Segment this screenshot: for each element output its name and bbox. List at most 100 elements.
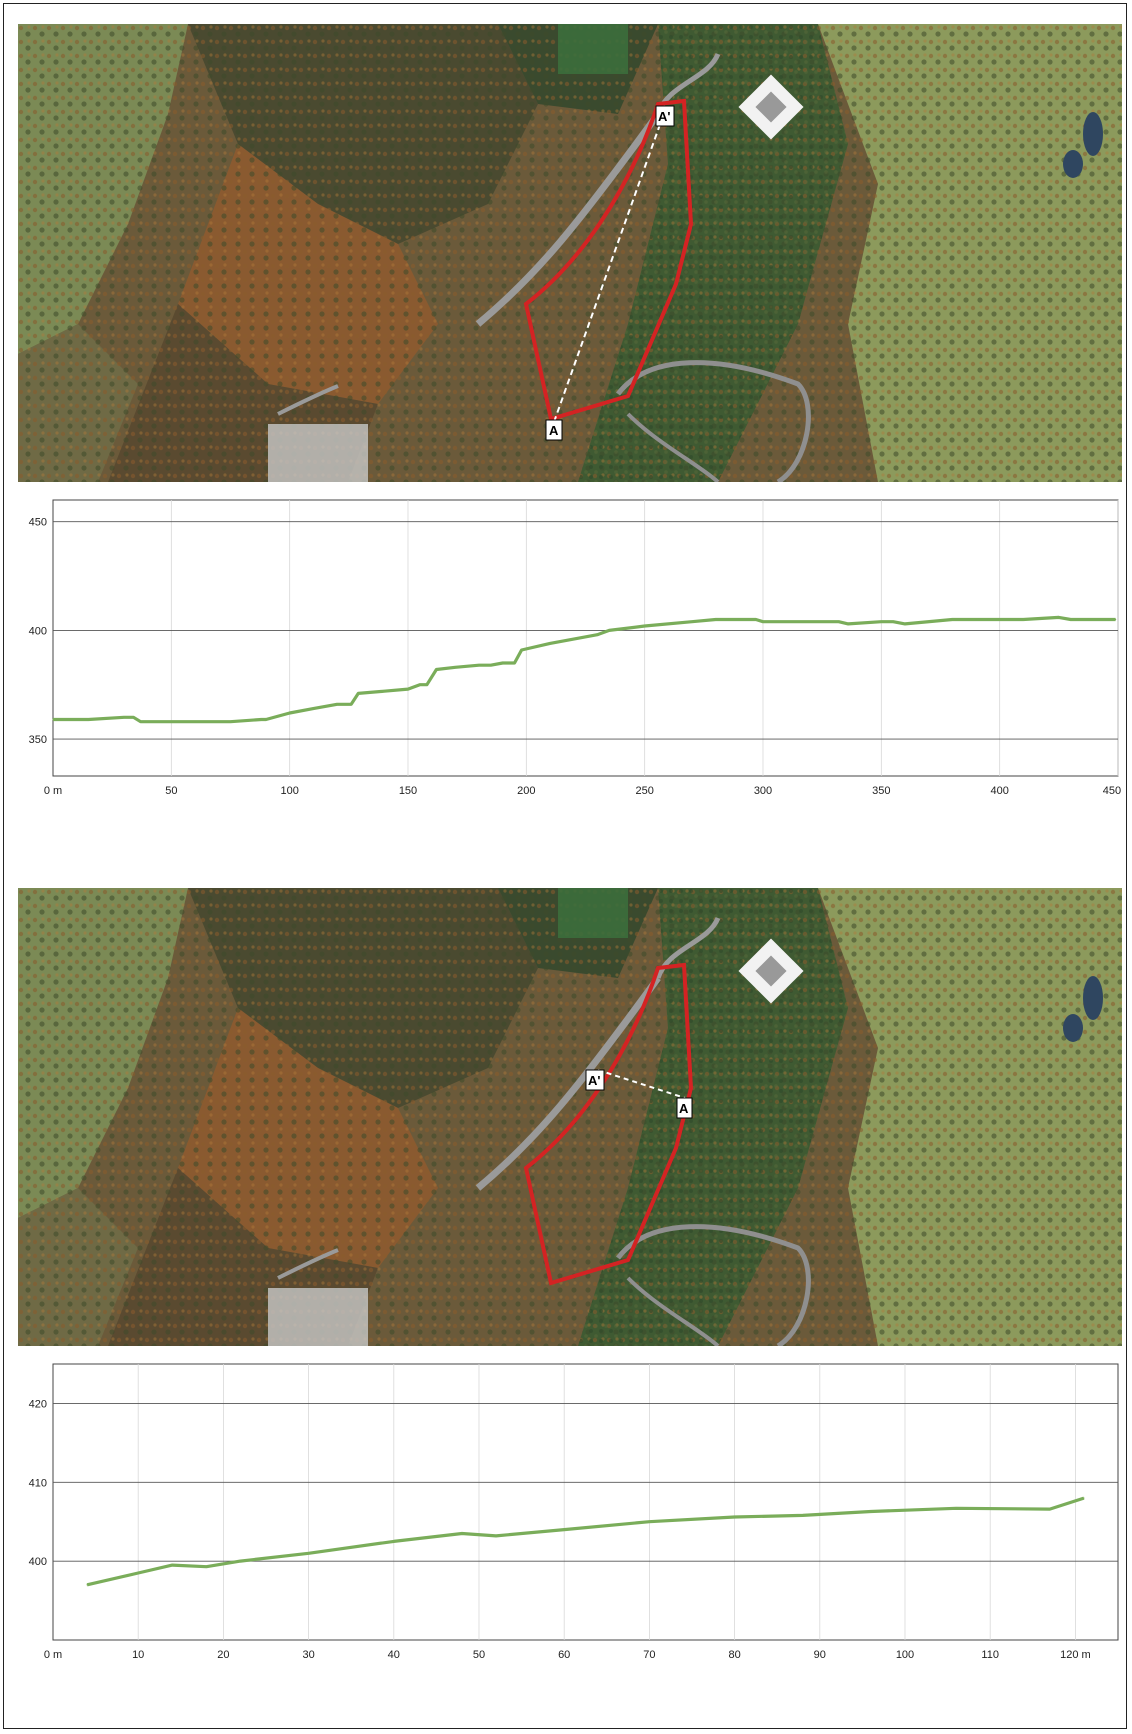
marker-a-start-2: A bbox=[676, 1097, 693, 1119]
x-tick-label: 100 bbox=[280, 785, 298, 797]
elevation-point bbox=[904, 623, 906, 625]
elevation-point bbox=[393, 1540, 395, 1543]
elevation-profile-bottom: 0 m 10 20 30 40 50 60 70 80 90 100 110 120 m 400 410 42… bbox=[18, 1362, 1122, 1672]
elevation-point bbox=[419, 684, 421, 686]
elevation-point bbox=[513, 662, 516, 664]
elevation-point bbox=[205, 1566, 207, 1568]
marker-a-start-label: A bbox=[549, 423, 559, 438]
elevation-point bbox=[847, 623, 849, 625]
x-tick-label: 450 m bbox=[1103, 785, 1122, 797]
x-tick-label: 250 bbox=[635, 785, 653, 797]
elevation-point bbox=[573, 638, 575, 640]
elevation-line bbox=[53, 615, 1116, 724]
elevation-point bbox=[951, 618, 953, 621]
elevation-point bbox=[454, 666, 456, 668]
elevation-point bbox=[502, 662, 504, 664]
elevation-point bbox=[955, 1507, 957, 1509]
elevation-point bbox=[407, 688, 409, 690]
x-tick-label: 110 bbox=[981, 1649, 999, 1661]
profile-line bbox=[553, 115, 664, 423]
elevation-point bbox=[218, 721, 220, 723]
marker-a-start: A bbox=[545, 419, 563, 441]
elevation-point bbox=[608, 629, 610, 631]
site-boundary-outline-2 bbox=[523, 962, 694, 1286]
elevation-point bbox=[648, 1521, 651, 1523]
aerial-map-image-2: A A' bbox=[18, 888, 1122, 1346]
y-tick-label: 450 bbox=[29, 517, 47, 529]
plot-area bbox=[52, 1363, 1119, 1641]
x-tick-label: 90 bbox=[814, 1649, 826, 1661]
y-tick-label: 400 bbox=[29, 625, 47, 637]
elevation-point bbox=[490, 664, 492, 666]
elevation-chart-1: 0 m 50 100 150 200 250 300 350 400 450 m 350 400 450 bbox=[29, 499, 1122, 797]
elevation-point bbox=[171, 1564, 173, 1566]
elevation-point bbox=[495, 1535, 497, 1537]
x-tick-label: 0 m bbox=[44, 1649, 62, 1661]
elevation-point bbox=[312, 708, 314, 710]
elevation-point bbox=[802, 1514, 804, 1517]
x-tick-label: 350 bbox=[872, 785, 890, 797]
x-tick-label: 120 m bbox=[1060, 1649, 1091, 1661]
elevation-point bbox=[170, 721, 172, 723]
x-tick-label: 10 bbox=[132, 1649, 144, 1661]
elevation-point bbox=[987, 618, 989, 621]
elevation-point bbox=[521, 649, 523, 651]
x-tick-label: 80 bbox=[728, 1649, 740, 1661]
elevation-point bbox=[137, 1572, 139, 1574]
aerial-map-bottom[interactable]: A A' bbox=[18, 888, 1122, 1346]
elevation-point bbox=[870, 1510, 872, 1513]
marker-a-end: A' bbox=[655, 105, 675, 127]
x-tick-label: 150 bbox=[399, 785, 417, 797]
elevation-point bbox=[1115, 618, 1117, 621]
elevation-point bbox=[461, 1532, 463, 1535]
elevation-point bbox=[336, 703, 338, 705]
elevation-point bbox=[229, 721, 232, 723]
marker-a-end-label: A' bbox=[658, 109, 670, 124]
elevation-point bbox=[691, 621, 693, 623]
elevation-point bbox=[755, 618, 757, 621]
x-tick-label: 200 bbox=[517, 785, 535, 797]
site-boundary-outline bbox=[523, 98, 694, 422]
elevation-point bbox=[289, 712, 291, 714]
elevation-point bbox=[308, 1552, 310, 1554]
x-tick-label: 300 bbox=[754, 785, 772, 797]
elevation-point bbox=[738, 618, 740, 621]
elevation-point bbox=[1022, 618, 1024, 621]
elevation-profile-top: 0 m 50 100 150 200 250 300 350 400 450 m 350 400 450 bbox=[18, 498, 1122, 808]
elevation-point bbox=[1049, 1508, 1051, 1510]
x-tick-label: 50 bbox=[165, 785, 177, 797]
aerial-map-image: A A' bbox=[18, 24, 1122, 482]
elevation-point bbox=[123, 716, 125, 718]
x-tick-label: 60 bbox=[558, 1649, 570, 1661]
page-frame bbox=[3, 3, 1127, 1729]
x-tick-label: 400 bbox=[990, 785, 1008, 797]
elevation-point bbox=[1058, 616, 1060, 618]
x-tick-label: 0 m bbox=[44, 785, 62, 797]
x-tick-label: 20 bbox=[217, 1649, 229, 1661]
y-tick-label: 400 bbox=[29, 1556, 47, 1568]
elevation-point bbox=[132, 716, 135, 718]
elevation-point bbox=[52, 718, 54, 721]
elevation-point bbox=[383, 690, 385, 692]
y-tick-label: 420 bbox=[29, 1398, 47, 1410]
elevation-point bbox=[644, 625, 646, 627]
marker-a-end-2: A' bbox=[585, 1069, 605, 1091]
elevation-point bbox=[350, 703, 352, 705]
x-tick-label: 30 bbox=[302, 1649, 314, 1661]
y-tick-label: 410 bbox=[29, 1477, 47, 1489]
elevation-point bbox=[1083, 1497, 1085, 1499]
elevation-point bbox=[596, 634, 598, 636]
elevation-point bbox=[838, 621, 840, 623]
elevation-point bbox=[426, 684, 428, 686]
elevation-point bbox=[86, 1584, 88, 1586]
elevation-point bbox=[762, 621, 764, 623]
elevation-point bbox=[563, 1529, 565, 1531]
aerial-map-top[interactable]: A A' bbox=[18, 24, 1122, 482]
elevation-point bbox=[734, 1516, 736, 1518]
marker-a-start-label-2: A bbox=[679, 1101, 689, 1116]
elevation-point bbox=[880, 621, 882, 623]
elevation-point bbox=[549, 642, 551, 645]
elevation-point bbox=[260, 718, 262, 721]
elevation-point bbox=[975, 618, 977, 621]
elevation-point bbox=[139, 721, 142, 723]
